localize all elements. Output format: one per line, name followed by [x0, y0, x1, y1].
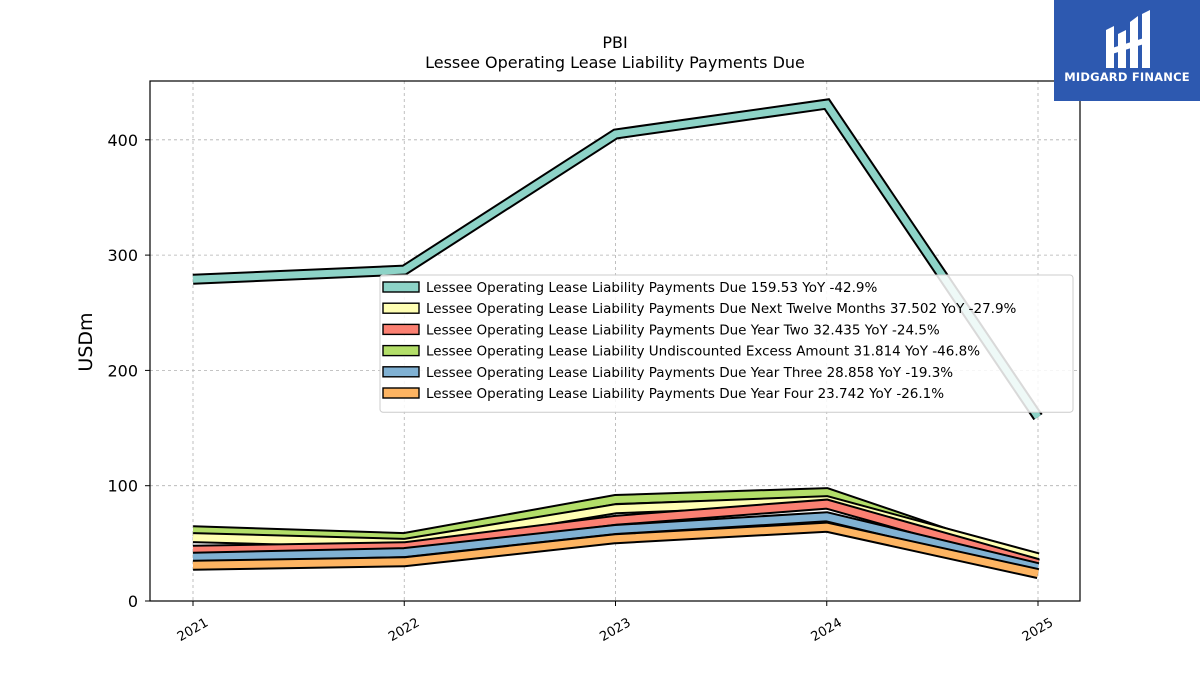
legend-swatch [382, 366, 420, 378]
x-tick-label: 2024 [809, 615, 845, 645]
legend-swatch [382, 323, 420, 336]
x-tick-label: 2023 [597, 615, 633, 645]
legend-entry: Lessee Operating Lease Liability Payment… [426, 386, 944, 402]
chart-title: PBI [602, 33, 627, 52]
legend-entry: Lessee Operating Lease Liability Payment… [426, 301, 1017, 317]
x-tick-label: 2022 [386, 615, 422, 645]
brand-logo: MIDGARD FINANCE [1054, 0, 1200, 101]
legend-swatch [382, 281, 420, 293]
legend-entry: Lessee Operating Lease Liability Undisco… [426, 344, 980, 360]
legend-swatch [382, 302, 420, 314]
series-line [192, 500, 1039, 567]
y-tick-label: 200 [107, 361, 138, 380]
legend-swatch [382, 387, 420, 399]
logo-text: MIDGARD FINANCE [1064, 70, 1190, 84]
legend: Lessee Operating Lease Liability Payment… [379, 274, 1074, 413]
legend-entry: Lessee Operating Lease Liability Payment… [426, 280, 877, 296]
x-tick-label: 2025 [1020, 615, 1056, 645]
legend-box [379, 274, 1074, 413]
chart-subtitle: Lessee Operating Lease Liability Payment… [425, 53, 805, 72]
series-line [192, 513, 1039, 572]
y-tick-label: 300 [107, 246, 138, 265]
x-tick-label: 2021 [175, 615, 211, 645]
series-line [192, 100, 1041, 420]
series-line [192, 523, 1039, 578]
series-layer [192, 98, 1043, 579]
legend-entry: Lessee Operating Lease Liability Payment… [426, 365, 953, 381]
y-axis-label: USDm [75, 312, 97, 371]
legend-entry: Lessee Operating Lease Liability Payment… [426, 322, 940, 338]
y-tick-label: 0 [128, 592, 138, 611]
logo-mark-icon [1106, 10, 1150, 68]
legend-swatch [382, 344, 420, 357]
y-tick-label: 100 [107, 477, 138, 496]
y-tick-label: 400 [107, 131, 138, 150]
